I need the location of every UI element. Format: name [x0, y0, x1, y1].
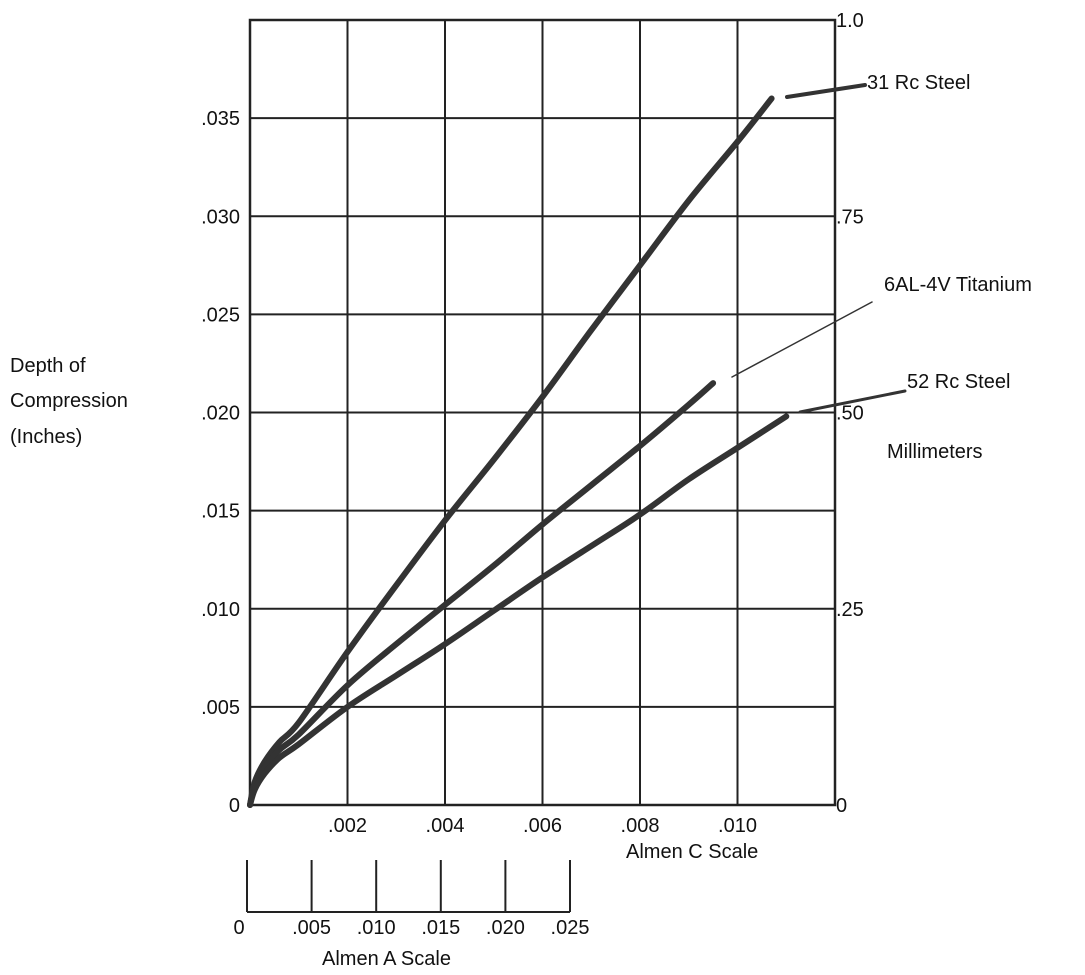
almen-a-scale-label: Almen A Scale [322, 948, 451, 970]
x-tick-labels: .002 .004 .006 .008 .010 [328, 815, 757, 837]
series-52-rc-steel-label: 52 Rc Steel [907, 371, 1010, 393]
x-tick-label: .010 [718, 815, 757, 837]
almen-a-scale-tick-label: .020 [486, 917, 525, 939]
almen-a-scale: 0 .005 .010 .015 .020 .025 [233, 860, 589, 939]
series-leader-lines [731, 83, 907, 414]
series-31-rc-steel-line [247, 95, 775, 808]
almen-a-scale-tick-label: .025 [551, 917, 590, 939]
x-tick-label: .006 [523, 815, 562, 837]
series-6al-4v-titanium-leader [731, 301, 873, 378]
y2-tick-labels: 0 .25 .50 .75 1.0 [836, 10, 864, 817]
almen-a-scale-tick-label: .010 [357, 917, 396, 939]
y-tick-labels: 0 .005 .010 .015 .020 .025 .030 .035 [201, 108, 240, 817]
series-6al-4v-titanium-label: 6AL-4V Titanium [884, 274, 1032, 296]
almen-a-scale-tick-label: .015 [421, 917, 460, 939]
y-tick-label: .030 [201, 206, 240, 228]
y-axis-label-line-3: (Inches) [10, 426, 82, 448]
y-tick-label: .025 [201, 304, 240, 326]
y-tick-label: 0 [229, 795, 240, 817]
series-31-rc-steel-label: 31 Rc Steel [867, 72, 970, 94]
x-tick-label: .002 [328, 815, 367, 837]
y2-axis-label: Millimeters [887, 441, 983, 463]
y-tick-label: .005 [201, 697, 240, 719]
y2-tick-label: 1.0 [836, 10, 864, 32]
grid [250, 20, 835, 805]
x-tick-label: .008 [621, 815, 660, 837]
y-axis-label-line-1: Depth of [10, 355, 86, 377]
y-tick-label: .020 [201, 403, 240, 425]
series-labels: 31 Rc Steel 6AL-4V Titanium 52 Rc Steel [867, 72, 1032, 393]
y-axis-label-line-2: Compression [10, 390, 128, 412]
y-tick-label: .015 [201, 501, 240, 523]
x-axis-label: Almen C Scale [626, 841, 758, 863]
series-52-rc-steel-line [247, 413, 790, 808]
y-tick-label: .010 [201, 599, 240, 621]
y2-tick-label: .75 [836, 206, 864, 228]
series-52-rc-steel-leader [798, 389, 907, 414]
x-tick-label: .004 [426, 815, 465, 837]
y2-tick-label: .25 [836, 599, 864, 621]
plot-border [248, 18, 837, 807]
series-31-rc-steel-leader [785, 83, 867, 99]
y2-tick-label: 0 [836, 795, 847, 817]
plot-frame [248, 18, 837, 807]
y2-tick-label: .50 [836, 403, 864, 425]
series-6al-4v-titanium-line [247, 380, 717, 808]
almen-a-scale-tick-label: .005 [292, 917, 331, 939]
almen-a-scale-tick-label: 0 [233, 917, 244, 939]
series-curves [247, 95, 790, 808]
y-tick-label: .035 [201, 108, 240, 130]
